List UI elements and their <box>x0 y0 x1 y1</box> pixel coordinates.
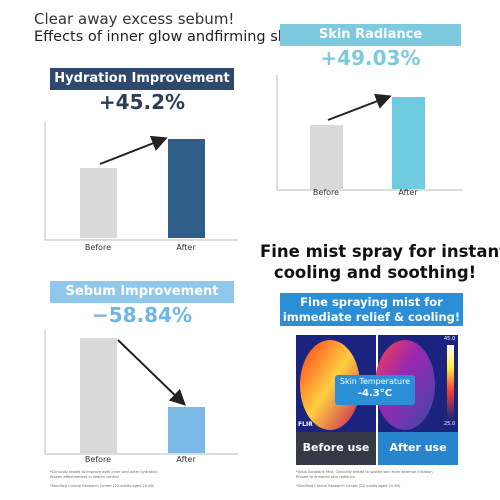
banner-line: Fine spraying mist for <box>300 295 443 309</box>
panel-title: Hydration Improvement <box>50 68 234 90</box>
panel-title: Skin Radiance Improvement <box>280 24 461 64</box>
footnote: Proven effectiveness in sebum control <box>50 475 119 479</box>
banner-line: immediate relief & cooling! <box>282 310 461 324</box>
header-line: Effects of inner glow andfirming skin! <box>34 29 306 45</box>
scale-label: 45.0 <box>444 336 456 342</box>
radiance-chart <box>276 75 463 191</box>
panel-value: +45.2% <box>98 90 186 114</box>
hydration-chart <box>44 122 238 241</box>
footnote: *Aqua Squalane Mist, Clinically tested t… <box>296 470 433 474</box>
thermal-images <box>296 335 458 465</box>
footnote: Proven to enhance skin radiance <box>296 475 355 479</box>
scale-label: 25.0 <box>444 421 456 427</box>
bar-label: Before <box>84 455 112 464</box>
bar-label: After <box>176 243 196 252</box>
bar <box>168 139 205 238</box>
bar <box>80 168 117 238</box>
bar-label: Before <box>84 243 112 252</box>
panel-value: −58.84% <box>91 303 193 327</box>
bar <box>392 97 425 189</box>
mist-heading: Fine mist spray for instant <box>260 242 500 261</box>
mist-heading: cooling and soothing! <box>273 263 477 282</box>
bar <box>168 407 205 453</box>
footnote: *SkinMed Clinical Research Center (22 ad… <box>296 484 401 488</box>
bar <box>310 125 343 189</box>
brand: FLIR <box>298 421 313 428</box>
footnote: *Clinically tested to improve both inner… <box>50 470 158 474</box>
bar-label: After <box>176 455 196 464</box>
bar-label: Before <box>312 188 340 197</box>
image-label: Before use <box>302 441 370 454</box>
sebum-chart <box>44 330 238 455</box>
temp-value: -4.3°C <box>357 388 393 399</box>
footnote: *SkinMed Clinical Research Center (22 ad… <box>50 484 155 488</box>
header-line: Clear away excess sebum! <box>34 10 235 28</box>
panel-title: Sebum Improvement <box>50 281 234 303</box>
bar-label: After <box>398 188 418 197</box>
temp-title: Skin Temperature <box>339 377 411 386</box>
panel-value: +49.03% <box>320 46 421 70</box>
bar <box>80 338 117 453</box>
banner <box>280 293 463 326</box>
image-label: After use <box>389 441 447 454</box>
